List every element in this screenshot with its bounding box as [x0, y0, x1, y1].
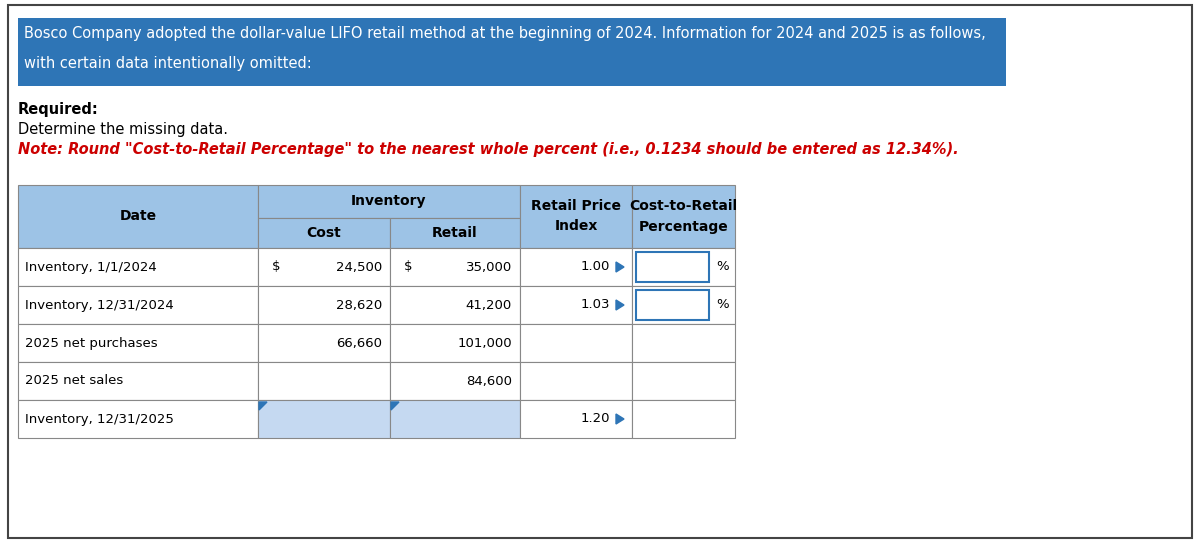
- Bar: [636, 290, 709, 320]
- Bar: [632, 324, 734, 362]
- Bar: [18, 324, 258, 362]
- Bar: [520, 400, 632, 438]
- Bar: [258, 362, 390, 400]
- Text: %: %: [716, 299, 730, 312]
- Text: Inventory, 12/31/2025: Inventory, 12/31/2025: [25, 413, 174, 426]
- Bar: [258, 324, 390, 362]
- Text: Bosco Company adopted the dollar-value LIFO retail method at the beginning of 20: Bosco Company adopted the dollar-value L…: [24, 26, 985, 41]
- Text: Index: Index: [554, 219, 598, 233]
- Text: Cost: Cost: [307, 226, 341, 240]
- Bar: [390, 324, 520, 362]
- Bar: [258, 248, 390, 286]
- Bar: [520, 362, 632, 400]
- Text: 101,000: 101,000: [457, 337, 512, 350]
- Bar: [632, 185, 734, 248]
- Text: 2025 net purchases: 2025 net purchases: [25, 337, 157, 350]
- Bar: [390, 400, 520, 438]
- Bar: [18, 18, 1006, 86]
- Text: 35,000: 35,000: [466, 261, 512, 274]
- Polygon shape: [391, 402, 398, 410]
- Text: 28,620: 28,620: [336, 299, 382, 312]
- Text: 1.20: 1.20: [581, 413, 610, 426]
- Text: Inventory, 1/1/2024: Inventory, 1/1/2024: [25, 261, 157, 274]
- Bar: [636, 252, 709, 282]
- Text: 2025 net sales: 2025 net sales: [25, 375, 124, 388]
- Text: Inventory: Inventory: [352, 194, 427, 209]
- Bar: [390, 362, 520, 400]
- Bar: [632, 362, 734, 400]
- Bar: [390, 286, 520, 324]
- Polygon shape: [616, 414, 624, 424]
- Text: 1.00: 1.00: [581, 261, 610, 274]
- Bar: [632, 248, 734, 286]
- Bar: [520, 185, 632, 248]
- Polygon shape: [616, 300, 624, 310]
- Text: Inventory, 12/31/2024: Inventory, 12/31/2024: [25, 299, 174, 312]
- Text: with certain data intentionally omitted:: with certain data intentionally omitted:: [24, 56, 312, 71]
- Text: Required:: Required:: [18, 102, 98, 117]
- Bar: [18, 400, 258, 438]
- Text: Cost-to-Retail: Cost-to-Retail: [630, 199, 738, 213]
- Bar: [18, 286, 258, 324]
- Bar: [390, 248, 520, 286]
- Bar: [520, 248, 632, 286]
- Text: 24,500: 24,500: [336, 261, 382, 274]
- Text: 41,200: 41,200: [466, 299, 512, 312]
- Bar: [18, 362, 258, 400]
- Bar: [632, 400, 734, 438]
- Text: Note: Round "Cost-to-Retail Percentage" to the nearest whole percent (i.e., 0.12: Note: Round "Cost-to-Retail Percentage" …: [18, 142, 959, 157]
- Bar: [520, 324, 632, 362]
- Text: %: %: [716, 261, 730, 274]
- Text: 66,660: 66,660: [336, 337, 382, 350]
- Bar: [258, 400, 390, 438]
- Bar: [18, 248, 258, 286]
- Bar: [632, 286, 734, 324]
- Bar: [390, 218, 520, 248]
- Polygon shape: [259, 402, 266, 410]
- Text: $: $: [272, 261, 281, 274]
- Text: Retail: Retail: [432, 226, 478, 240]
- Bar: [18, 185, 258, 248]
- Bar: [520, 286, 632, 324]
- Text: Retail Price: Retail Price: [530, 199, 622, 213]
- Bar: [258, 218, 390, 248]
- Text: 1.03: 1.03: [581, 299, 610, 312]
- Text: Determine the missing data.: Determine the missing data.: [18, 122, 228, 137]
- Text: 84,600: 84,600: [466, 375, 512, 388]
- Bar: [258, 185, 520, 218]
- Polygon shape: [616, 262, 624, 272]
- Text: $: $: [404, 261, 413, 274]
- Text: Percentage: Percentage: [638, 219, 728, 233]
- Bar: [258, 286, 390, 324]
- Text: Date: Date: [120, 210, 156, 224]
